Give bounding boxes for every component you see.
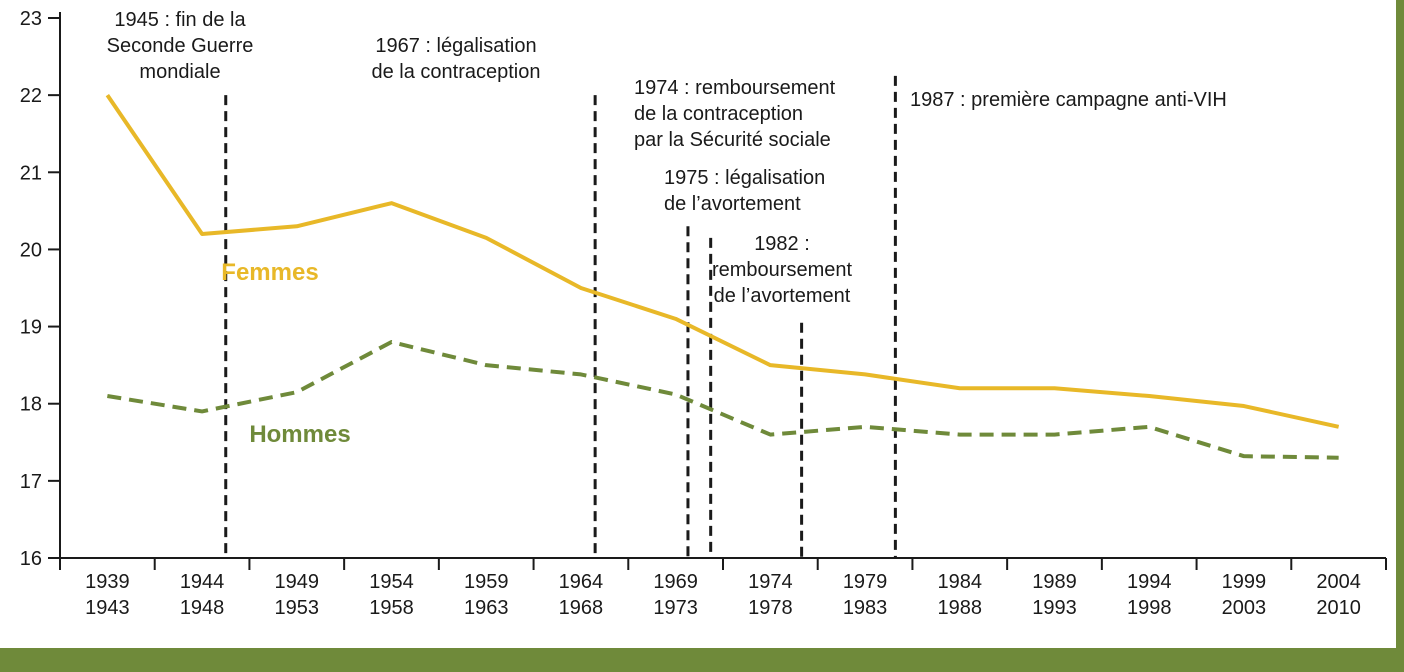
event-annotation: de la contraception [371,61,540,83]
x-tick-label: 1953 [275,597,320,619]
x-tick-label: 1984 [938,571,983,593]
x-tick-label: 1989 [1032,571,1077,593]
x-tick-label: 1949 [275,571,320,593]
series-label-hommes: Hommes [249,421,350,448]
x-tick-label: 1998 [1127,597,1172,619]
event-annotation: 1975 : légalisation [664,167,825,189]
x-tick-label: 1964 [559,571,604,593]
event-annotation: de l’avortement [714,285,851,307]
y-tick-label: 20 [20,239,42,261]
x-tick-label: 1974 [748,571,793,593]
x-tick-label: 1999 [1222,571,1267,593]
y-tick-label: 17 [20,471,42,493]
x-tick-label: 1994 [1127,571,1172,593]
x-tick-label: 1993 [1032,597,1077,619]
event-annotation: mondiale [139,61,220,83]
labels: 1945 : fin de la Seconde Guerre mondiale 19… [107,9,1227,448]
x-tick-label: 1978 [748,597,793,619]
x-tick-label: 1963 [464,597,509,619]
x-tick-label: 1958 [369,597,414,619]
y-tick-label: 19 [20,317,42,339]
x-tick-label: 1983 [843,597,888,619]
event-lines [224,75,897,558]
event-annotation: 1987 : première campagne anti-VIH [910,89,1227,111]
x-tick-label: 1988 [938,597,983,619]
event-annotation: 1945 : fin de la [114,9,246,31]
event-annotation: par la Sécurité sociale [634,129,831,151]
event-annotation: 1982 : [754,233,810,255]
y-tick-label: 21 [20,162,42,184]
x-tick-label: 1943 [85,597,130,619]
series-label-femmes: Femmes [221,259,318,286]
x-tick-label: 1959 [464,571,509,593]
event-annotation: Seconde Guerre [107,35,254,57]
x-tick-label: 1979 [843,571,888,593]
x-tick-label: 2004 [1316,571,1361,593]
line-chart: 16 17 18 19 20 21 22 23 1939 1943 1944 1948 1949 1953… [20,8,1387,619]
y-tick-label: 16 [20,548,42,570]
event-annotation: remboursement [712,259,853,281]
x-tick-label: 1939 [85,571,130,593]
event-annotation: 1974 : remboursement [634,77,836,99]
x-tick-label: 1973 [653,597,698,619]
axes: 16 17 18 19 20 21 22 23 1939 1943 1944 1948 1949 1953… [20,8,1387,619]
series-line-hommes [107,340,1339,460]
x-tick-label: 1954 [369,571,414,593]
y-tick-label: 18 [20,394,42,416]
x-tick-label: 1969 [653,571,698,593]
y-tick-label: 23 [20,8,42,30]
x-tick-label: 1944 [180,571,225,593]
series-lines [105,94,1340,460]
event-annotation: 1967 : légalisation [375,35,536,57]
event-annotation: de la contraception [634,103,803,125]
x-tick-label: 2003 [1222,597,1267,619]
x-tick-label: 2010 [1316,597,1361,619]
series-line-femmes [105,94,1340,429]
x-tick-label: 1948 [180,597,225,619]
y-tick-label: 22 [20,85,42,107]
x-tick-label: 1968 [559,597,604,619]
event-annotation: de l’avortement [664,193,801,215]
